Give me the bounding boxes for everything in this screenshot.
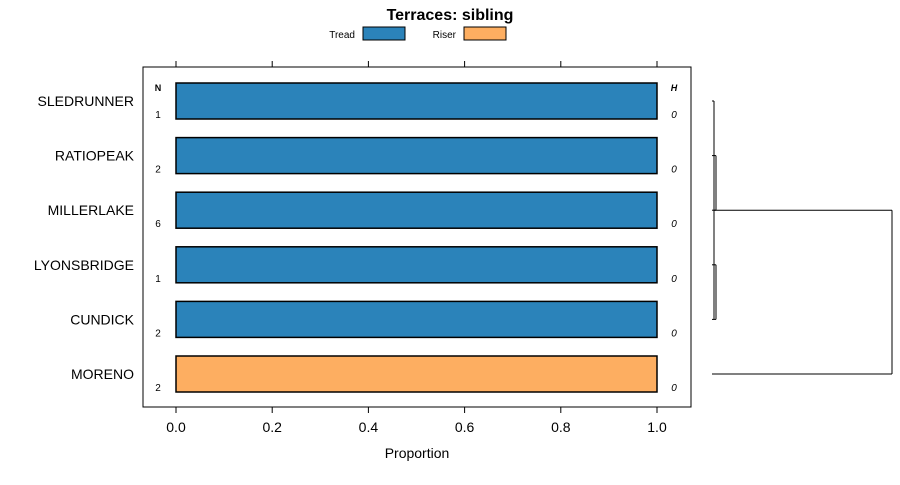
x-axis: 0.0 0.2 0.4 0.6 0.8 1.0 [166,407,667,435]
n-value-sledrunner: 1 [155,110,161,121]
h-value-moreno: 0 [671,383,677,394]
h-column-header: H [671,83,678,93]
x-axis-label: Proportion [385,445,450,461]
category-label-sledrunner: SLEDRUNNER [38,93,134,109]
x-tick-label-0: 0.0 [166,419,186,435]
top-axis-ticks [175,61,658,67]
h-value-ratiopeak: 0 [671,165,677,176]
legend-swatch-tread [362,26,406,41]
n-value-ratiopeak: 2 [155,165,161,176]
plot-panel [142,66,692,408]
h-value-lyonsbridge: 0 [671,274,677,285]
h-value-sledrunner: 0 [671,110,677,121]
n-column-header: N [155,83,162,93]
bar-sledrunner-tread [175,82,658,120]
bar-moreno-riser [175,355,658,393]
x-tick-label-3: 0.6 [455,419,475,435]
n-value-lyonsbridge: 1 [155,274,161,285]
bar-cundick-tread [175,300,658,339]
legend-swatch-riser [463,26,507,41]
category-label-cundick: CUNDICK [70,311,134,327]
n-value-cundick: 2 [155,328,161,339]
category-label-ratiopeak: RATIOPEAK [55,148,135,164]
category-label-moreno: MORENO [71,366,134,382]
n-value-millerlake: 6 [155,219,161,230]
chart-title: Terraces: sibling [387,7,514,24]
x-tick-label-1: 0.2 [262,419,282,435]
bar-lyonsbridge-tread [175,246,658,284]
x-tick-label-2: 0.4 [359,419,379,435]
h-value-cundick: 0 [671,328,677,339]
h-value-millerlake: 0 [671,219,677,230]
category-label-lyonsbridge: LYONSBRIDGE [34,257,134,273]
x-tick-label-4: 0.8 [551,419,571,435]
bar-millerlake-tread [175,191,658,229]
category-rows: SLEDRUNNER 1 0 RATIOPEAK 2 0 MILLERLAKE 6 0 LYONS… [34,82,677,394]
legend: Tread Riser [329,26,507,41]
x-tick-label-5: 1.0 [647,419,667,435]
n-value-moreno: 2 [155,383,161,394]
bar-ratiopeak-tread [175,136,658,175]
legend-label-riser: Riser [433,30,457,41]
legend-label-tread: Tread [329,30,355,41]
dendrogram [712,100,893,375]
category-label-millerlake: MILLERLAKE [48,202,134,218]
